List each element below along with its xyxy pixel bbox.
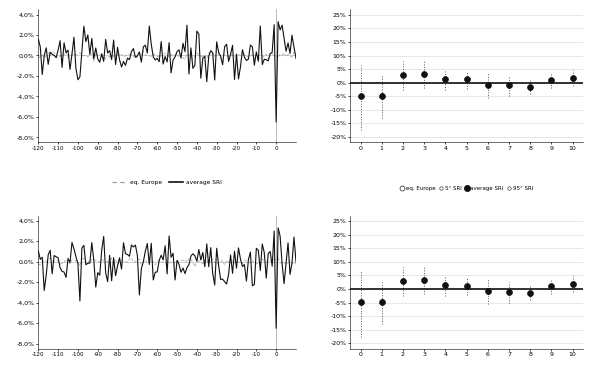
Point [419,71,429,77]
Point [356,299,365,305]
Point [547,283,556,289]
Point [377,93,386,99]
Legend: eq. Europe, average SRI: eq. Europe, average SRI [110,178,224,187]
Point [568,75,577,81]
Point [377,299,386,305]
Point [462,77,471,83]
Point [398,72,408,78]
Point [525,84,535,90]
Legend: eq. Europe, 5° SRI, average SRI, 95° SRI: eq. Europe, 5° SRI, average SRI, 95° SRI [398,184,535,193]
Point [377,92,386,98]
Point [525,290,535,296]
Point [483,83,492,89]
Point [547,77,556,83]
Point [547,284,556,290]
Point [483,288,492,294]
Point [462,283,471,289]
Point [441,282,450,288]
Point [504,289,514,295]
Point [419,277,429,283]
Point [356,93,365,99]
Point [483,289,492,295]
Point [419,72,429,78]
Point [547,78,556,84]
Point [441,77,450,83]
Point [441,76,450,82]
Point [398,72,408,78]
Point [398,278,408,284]
Point [441,283,450,289]
Point [462,283,471,289]
Point [483,82,492,88]
Point [504,83,514,89]
Point [525,84,535,90]
Point [568,281,577,287]
Point [568,282,577,288]
Point [504,289,514,295]
Point [398,278,408,284]
Point [462,77,471,83]
Point [419,278,429,284]
Point [377,298,386,304]
Point [525,291,535,297]
Point [568,76,577,82]
Point [356,93,365,99]
Point [504,83,514,89]
Point [356,299,365,305]
